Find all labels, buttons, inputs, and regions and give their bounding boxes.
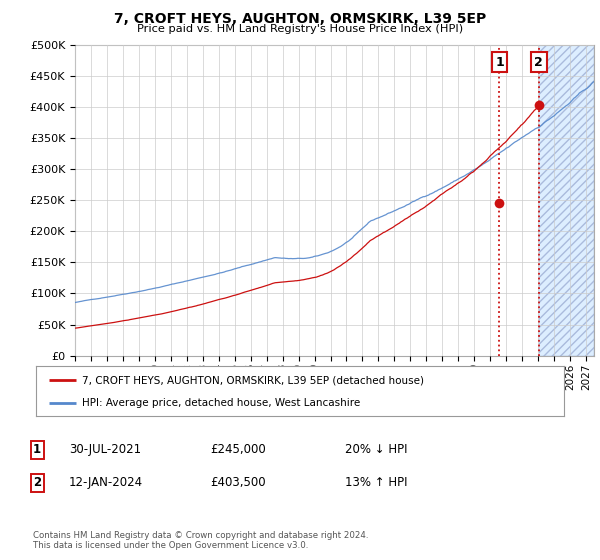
Text: 7, CROFT HEYS, AUGHTON, ORMSKIRK, L39 5EP: 7, CROFT HEYS, AUGHTON, ORMSKIRK, L39 5E… bbox=[114, 12, 486, 26]
Text: 1: 1 bbox=[33, 443, 41, 456]
Text: 7, CROFT HEYS, AUGHTON, ORMSKIRK, L39 5EP (detached house): 7, CROFT HEYS, AUGHTON, ORMSKIRK, L39 5E… bbox=[82, 375, 424, 385]
Text: 20% ↓ HPI: 20% ↓ HPI bbox=[345, 443, 407, 456]
Text: £245,000: £245,000 bbox=[210, 443, 266, 456]
Text: 1: 1 bbox=[495, 55, 504, 69]
Bar bbox=[539, 45, 594, 356]
Text: 13% ↑ HPI: 13% ↑ HPI bbox=[345, 476, 407, 489]
Text: Price paid vs. HM Land Registry's House Price Index (HPI): Price paid vs. HM Land Registry's House … bbox=[137, 24, 463, 34]
Text: £403,500: £403,500 bbox=[210, 476, 266, 489]
Text: Contains HM Land Registry data © Crown copyright and database right 2024.
This d: Contains HM Land Registry data © Crown c… bbox=[33, 530, 368, 550]
Text: 2: 2 bbox=[33, 476, 41, 489]
Text: 2: 2 bbox=[535, 55, 543, 69]
Bar bbox=[539, 45, 594, 356]
Text: 30-JUL-2021: 30-JUL-2021 bbox=[69, 443, 141, 456]
Text: 12-JAN-2024: 12-JAN-2024 bbox=[69, 476, 143, 489]
Text: HPI: Average price, detached house, West Lancashire: HPI: Average price, detached house, West… bbox=[82, 398, 361, 408]
